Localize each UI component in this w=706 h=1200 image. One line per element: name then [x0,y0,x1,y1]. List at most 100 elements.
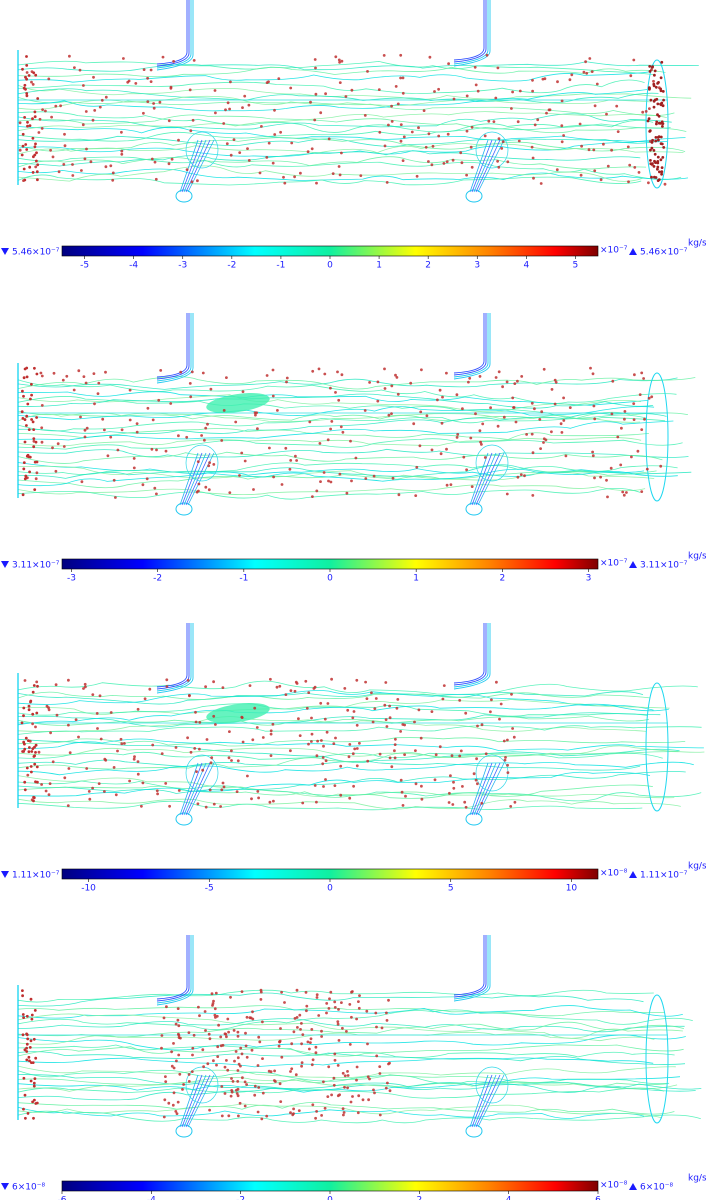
particle [339,793,343,797]
particle [531,494,535,497]
max-marker [629,1183,637,1190]
particle [305,706,309,710]
particle [190,180,194,184]
particle [191,118,195,122]
particle [35,765,39,769]
particle [228,107,232,111]
streamline [17,470,657,489]
particle [33,1077,37,1080]
nozzle-stream [477,1074,505,1128]
particle [588,57,592,60]
nozzle-ring [185,754,219,792]
particle [620,426,623,430]
particle [496,424,500,428]
particle [83,682,87,686]
particle [51,446,54,450]
particle [259,990,263,994]
particle [350,88,354,92]
colorbar-tick-label: -3 [178,261,187,271]
particle [253,706,257,710]
particle [104,758,108,762]
particle [191,1046,195,1050]
outlet [645,994,669,1124]
particle [474,83,478,87]
particle [632,58,636,62]
particle [330,677,333,681]
particle [292,1112,295,1115]
particle [236,1056,240,1060]
particle [225,1035,228,1039]
particle [177,1024,181,1028]
particle [387,123,390,127]
particle [419,410,423,414]
particle [415,174,419,178]
particle [135,422,139,425]
particle [332,1083,336,1087]
nozzle-stream [185,452,211,506]
colorbar-tick-label: 1 [376,261,382,271]
particle [351,716,355,720]
particle [128,779,132,783]
particle [254,413,257,417]
particle [318,442,322,445]
particle [216,1045,220,1049]
colorbar-tick-label: 6 [595,1196,601,1200]
particle [519,473,523,476]
particle [25,1046,28,1050]
inlet-stream [156,0,192,69]
particle [273,108,276,112]
particle [32,439,36,443]
particle [167,162,171,166]
particle [23,747,27,751]
particle [213,1007,217,1011]
unit: kg/s [688,1174,706,1184]
particle [642,377,645,380]
particle [34,725,37,729]
particle [91,693,95,696]
streamline [17,800,643,811]
particle [652,165,656,168]
particle [123,742,126,745]
particle [400,790,404,794]
particle [256,790,260,793]
particle [21,417,25,420]
inlet-stream [156,623,194,694]
particle [265,156,269,159]
streamline [17,759,641,771]
colorbar-tick-label: -1 [239,574,248,584]
particle [271,161,275,165]
particle [235,1088,238,1092]
inlet-stream [156,313,190,380]
particle [91,786,94,790]
particle [37,131,41,134]
particle [66,804,70,807]
particle [516,120,520,124]
particle [177,1053,181,1057]
particle [518,89,522,93]
streamline [17,114,687,134]
particle [329,480,333,484]
particle [109,435,113,439]
particle [539,182,543,185]
particle [296,1026,299,1029]
particle [34,477,38,481]
particle [384,718,388,721]
particle [293,175,296,179]
particle [658,170,661,174]
particle [34,1056,38,1060]
particle [136,772,140,776]
particle [97,782,101,785]
particle [660,166,664,170]
particle [587,148,591,152]
particle [25,766,29,770]
particle [30,1017,34,1021]
particle [637,171,641,174]
particle [164,1075,167,1078]
particle [25,375,29,379]
particle [109,711,113,714]
particle [448,791,451,795]
particle [393,756,397,760]
particle [258,171,262,175]
inlet-stream [156,623,188,688]
particle [531,451,535,455]
